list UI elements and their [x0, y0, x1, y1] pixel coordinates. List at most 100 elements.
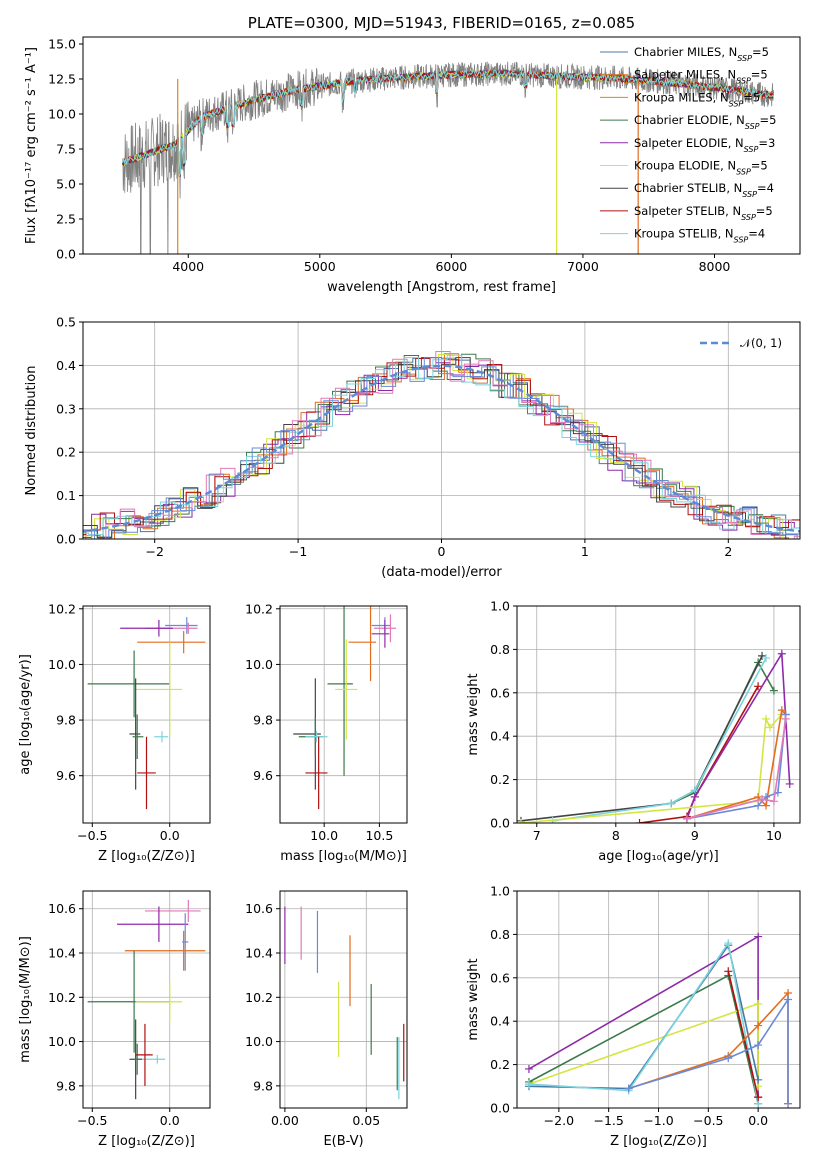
errorbar-point	[120, 619, 173, 637]
panel-mass_vs_Z: −0.5 0.0 9.8 10.0 10.2 10.4 10.6 Z [log₁₀(Z/Z⊙)…	[18, 890, 211, 1149]
x-tick-label: 9	[691, 828, 699, 843]
legend-entry: Salpeter STELIB, NSSP=5	[634, 204, 773, 222]
mass-weight-series	[682, 714, 790, 823]
errorbar-point	[135, 1023, 153, 1086]
model-spectrum-line	[122, 69, 774, 177]
errorbar-point	[144, 899, 201, 922]
x-axis-label: E(B-V)	[323, 1134, 363, 1149]
mass-weight-series	[624, 995, 793, 1108]
plot-area-mass_weight_vs_Z	[524, 932, 793, 1108]
mass-weight-series	[517, 710, 786, 823]
x-tick-label: 5000	[304, 259, 336, 274]
y-tick-label: 9.8	[253, 713, 273, 728]
y-tick-label: 0.0	[56, 247, 76, 262]
series-marker	[754, 801, 763, 810]
x-tick-label: −2	[145, 544, 163, 559]
y-tick-label: 0.8	[490, 642, 510, 657]
y-tick-label: 12.5	[48, 72, 76, 87]
plot-area-mass_vs_Z	[87, 899, 206, 1100]
y-tick-label: 0.2	[56, 445, 76, 460]
y-tick-label: 10.4	[245, 946, 273, 961]
x-axis-label: Z [log₁₀(Z/Z⊙)]	[610, 1134, 707, 1149]
legend-entry: Chabrier STELIB, NSSP=4	[634, 181, 774, 199]
x-tick-label: 0	[438, 544, 446, 559]
x-tick-label: 10.5	[365, 828, 393, 843]
x-tick-label: 6000	[435, 259, 467, 274]
y-tick-label: 10.0	[245, 1034, 273, 1049]
series-marker	[754, 1021, 763, 1030]
errorbar-point	[141, 1054, 166, 1064]
series-marker	[754, 999, 763, 1008]
legend-entry: Kroupa ELODIE, NSSP=5	[634, 159, 768, 177]
y-axis-label: mass weight	[466, 958, 481, 1040]
series-marker	[667, 799, 676, 808]
y-tick-label: 0.4	[490, 729, 510, 744]
series-marker	[765, 723, 774, 732]
series-marker	[754, 682, 763, 691]
y-tick-label: 10.2	[48, 990, 76, 1005]
panel-spectrum: Chabrier MILES, NSSP=5 Salpeter MILES, NS…	[24, 14, 801, 295]
series-marker	[724, 939, 733, 948]
y-tick-label: 0.3	[56, 401, 76, 416]
legend-entry: Chabrier MILES, NSSP=5	[634, 45, 769, 63]
y-tick-label: 1.0	[490, 599, 510, 614]
y-tick-label: 0.5	[56, 315, 76, 330]
errorbar-point	[371, 619, 390, 648]
errorbar-point	[154, 731, 169, 743]
legend-entry: Chabrier ELODIE, NSSP=5	[634, 113, 776, 131]
errorbar-point	[137, 736, 156, 810]
series-line	[528, 935, 759, 1098]
histogram-series	[83, 357, 800, 539]
y-tick-label: 10.0	[245, 657, 273, 672]
panel-residuals: 𝒩(0, 1) −2 −1 0 1 2 0.0 0.1 0.2 0.3 0.4 0.5 (data-mo…	[24, 315, 801, 580]
panel-age_vs_mass: 10.0 10.5 9.6 9.8 10.0 10.2 mass [log₁₀(M/M⊙)]	[245, 601, 408, 864]
legend-entry: Kroupa STELIB, NSSP=4	[634, 227, 765, 245]
y-tick-label: 9.8	[56, 713, 76, 728]
series-marker	[754, 932, 763, 941]
axes-frame	[279, 890, 408, 1109]
x-axis-label: Z [log₁₀(Z/Z⊙)]	[98, 849, 195, 864]
y-tick-label: 10.6	[48, 901, 76, 916]
chart-title: PLATE=0300, MJD=51943, FIBERID=0165, z=0…	[248, 14, 635, 32]
y-axis-label: Normed distribution	[24, 366, 39, 496]
mass-weight-series	[524, 932, 763, 1102]
y-tick-label: 0.1	[56, 488, 76, 503]
y-tick-label: 0.0	[490, 816, 510, 831]
series-marker	[777, 649, 786, 658]
y-tick-label: 9.8	[56, 1078, 76, 1093]
series-marker	[690, 792, 699, 801]
x-tick-label: 2	[724, 544, 732, 559]
errorbar-point	[117, 906, 189, 942]
model-spectrum-line	[122, 68, 774, 177]
x-tick-label: −1.5	[593, 1113, 623, 1128]
y-tick-label: 10.2	[245, 990, 273, 1005]
series-line	[528, 941, 759, 1104]
x-tick-label: −0.5	[77, 1113, 107, 1128]
series-line	[528, 1002, 759, 1087]
series-line	[520, 655, 763, 822]
plot-area-mass_vs_EBV	[284, 906, 405, 1100]
series-line	[552, 657, 767, 822]
y-tick-label: 0.2	[490, 772, 510, 787]
errorbar-point	[327, 606, 353, 776]
errorbar-point	[371, 617, 391, 634]
y-tick-label: 0.6	[490, 970, 510, 985]
mass-weight-series	[548, 654, 771, 823]
errorbar-point	[135, 642, 183, 737]
y-tick-label: 2.5	[56, 212, 76, 227]
y-tick-label: 1.0	[490, 884, 510, 899]
x-tick-label: −1	[289, 544, 307, 559]
y-tick-label: 10.0	[48, 107, 76, 122]
plot-area-age_vs_mass	[293, 606, 396, 810]
x-tick-label: 1	[581, 544, 589, 559]
x-tick-label: 7	[533, 828, 541, 843]
y-tick-label: 15.0	[48, 37, 76, 52]
legend-entry: Salpeter ELODIE, NSSP=3	[634, 136, 775, 154]
legend-entry: Kroupa MILES, NSSP=5	[634, 90, 760, 108]
y-tick-label: 0.0	[490, 1101, 510, 1116]
y-tick-label: 7.5	[56, 142, 76, 157]
series-marker	[784, 1099, 793, 1108]
histogram-series	[83, 354, 800, 539]
errorbar-point	[135, 981, 183, 1022]
y-tick-label: 10.0	[48, 657, 76, 672]
